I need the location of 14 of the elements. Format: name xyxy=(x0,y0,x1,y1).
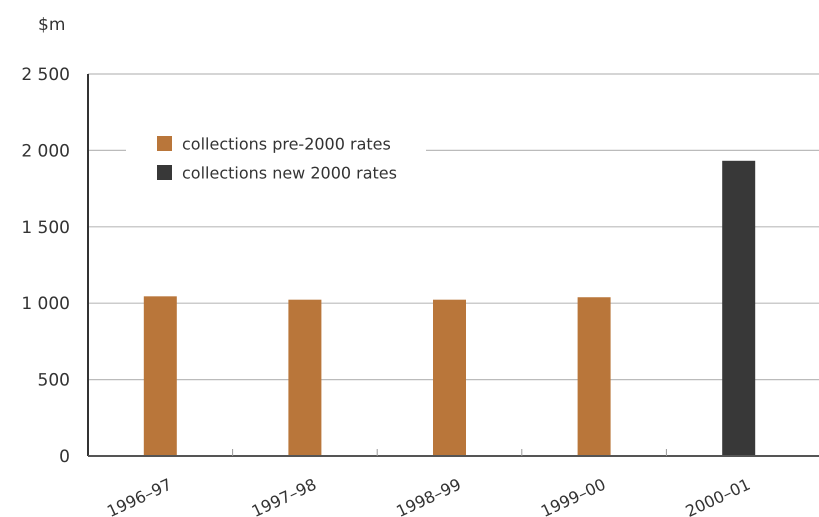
y-tick-label: 1 000 xyxy=(21,294,70,314)
bar xyxy=(144,296,177,456)
y-tick-label: 2 500 xyxy=(21,64,70,85)
legend-label: collections new 2000 rates xyxy=(182,164,397,183)
legend-label: collections pre-2000 rates xyxy=(182,134,391,154)
y-tick-label: 1 500 xyxy=(21,218,70,238)
bar xyxy=(288,300,322,456)
y-tick-label: 2 000 xyxy=(21,141,70,162)
bar xyxy=(722,160,756,456)
bar xyxy=(578,297,611,456)
y-tick-label: 0 xyxy=(59,446,70,467)
bar xyxy=(433,300,466,456)
y-axis-title: $m xyxy=(38,15,66,35)
y-tick-label: 500 xyxy=(38,370,70,391)
